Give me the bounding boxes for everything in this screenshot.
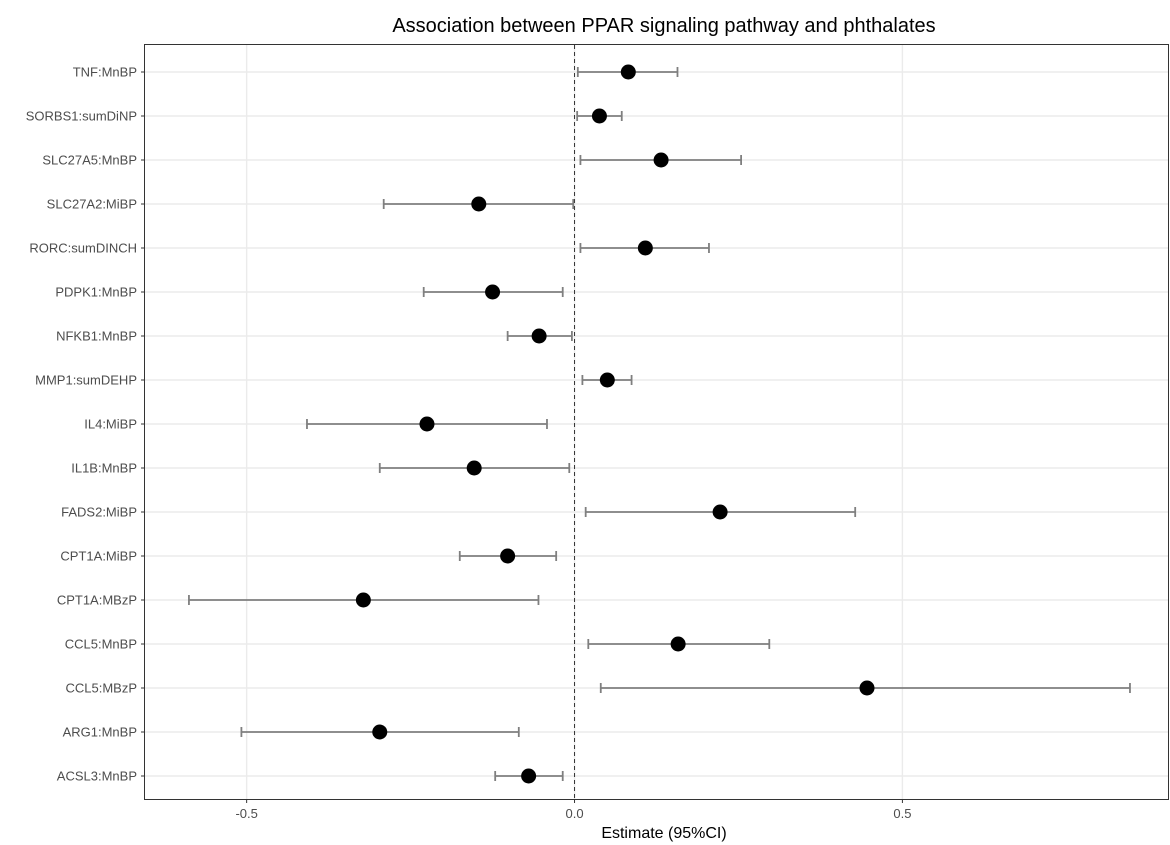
y-tick-label: CCL5:MnBP [65,637,137,652]
estimate-point [355,592,371,608]
chart-title: Association between PPAR signaling pathw… [392,15,935,37]
x-tick-labels: -0.5 0.0 0.5 [235,799,911,821]
y-tick-label: CCL5:MBzP [65,681,137,696]
estimate-point [653,152,669,168]
estimate-point [670,636,686,652]
estimate-point [372,724,388,740]
estimate-point [485,284,501,300]
y-tick-label: SLC27A5:MnBP [42,153,137,168]
y-tick-label: FADS2:MiBP [61,505,137,520]
estimate-point [620,64,636,80]
y-tick-label: MMP1:sumDEHP [35,373,137,388]
estimate-point [599,372,615,388]
x-tick-label: -0.5 [235,806,257,821]
estimate-point [531,328,547,344]
y-tick-label: CPT1A:MBzP [57,593,137,608]
y-tick-label: TNF:MnBP [73,65,137,80]
estimate-point [637,240,653,256]
estimate-point [419,416,435,432]
y-tick-label: IL4:MiBP [84,417,137,432]
estimate-point [521,768,537,784]
estimate-point [466,460,482,476]
y-tick-label: IL1B:MnBP [71,461,137,476]
x-tick-label: 0.5 [893,806,911,821]
x-axis-label: Estimate (95%CI) [601,825,726,842]
estimate-point [471,196,487,212]
y-tick-label: ACSL3:MnBP [57,769,137,784]
y-tick-label: CPT1A:MiBP [60,549,137,564]
y-tick-label: PDPK1:MnBP [55,285,137,300]
estimate-points [355,64,875,784]
panel-border [144,44,1169,800]
estimate-point [712,504,728,520]
estimate-point [500,548,516,564]
estimate-point [591,108,607,124]
estimate-point [859,680,875,696]
y-tick-label: SORBS1:sumDiNP [26,109,137,124]
y-tick-label: ARG1:MnBP [63,725,137,740]
y-tick-labels: TNF:MnBP SORBS1:sumDiNP SLC27A5:MnBP SLC27A… [26,65,145,784]
y-tick-label: RORC:sumDINCH [29,241,137,256]
x-tick-label: 0.0 [565,806,583,821]
y-tick-label: SLC27A2:MiBP [47,197,137,212]
y-tick-label: NFKB1:MnBP [56,329,137,344]
